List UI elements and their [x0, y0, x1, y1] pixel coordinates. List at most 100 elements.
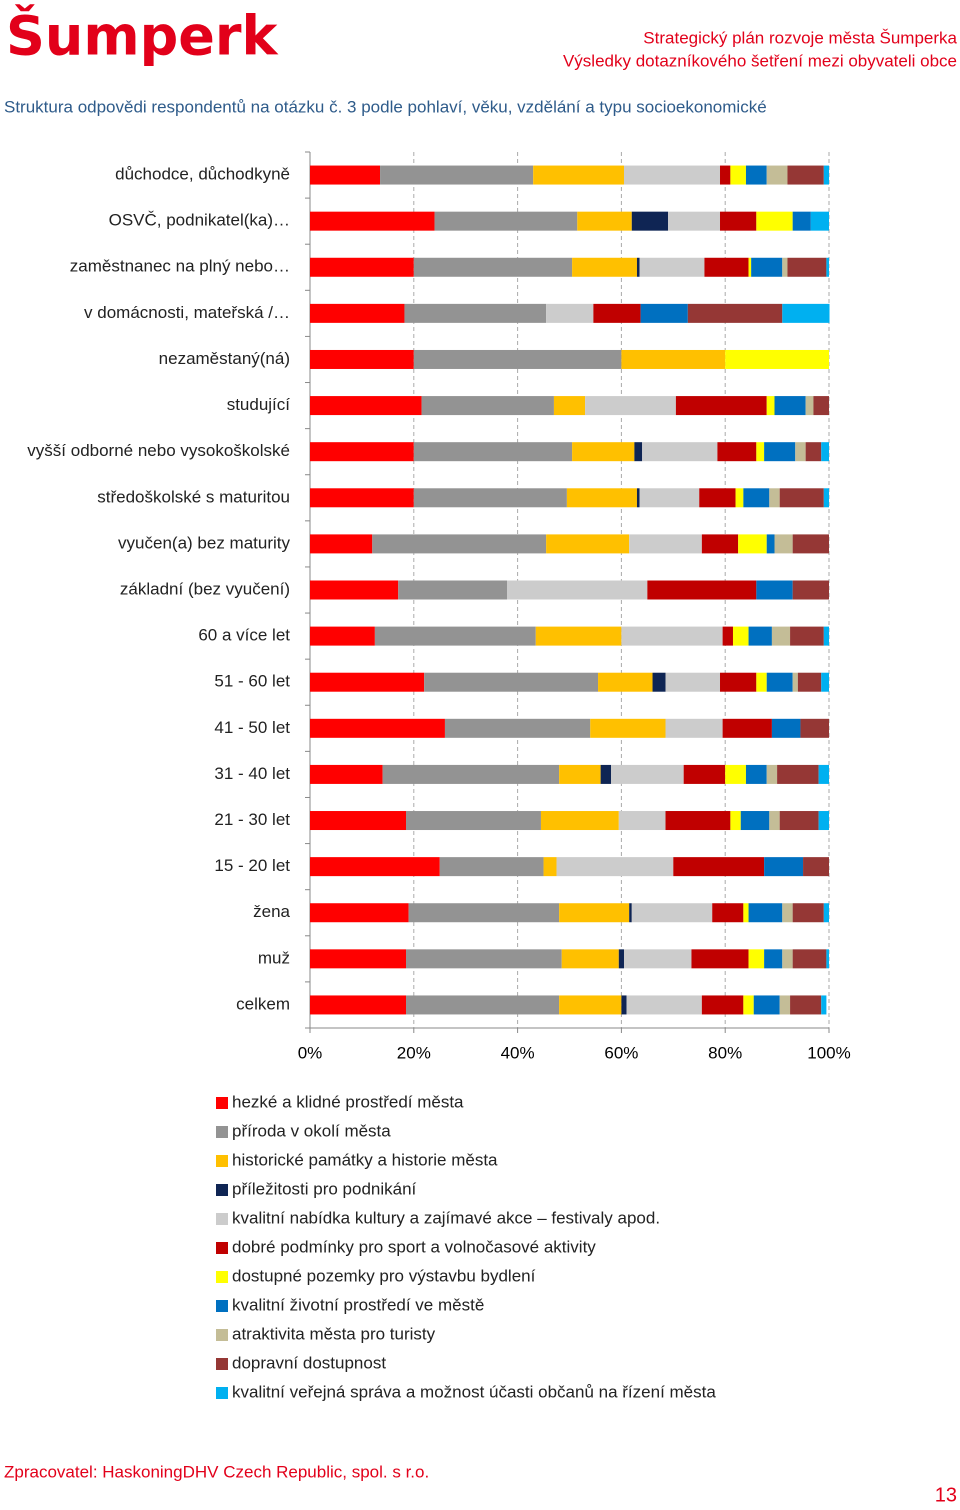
bar-segment — [797, 672, 822, 692]
bar-segment — [629, 534, 702, 554]
legend-label: kvalitní nabídka kultury a zajímavé akce… — [232, 1208, 660, 1227]
bar-segment — [665, 811, 731, 831]
bar-segment — [782, 303, 830, 323]
bar-segment — [720, 672, 757, 692]
bar-segment — [533, 165, 624, 185]
bar-segment — [748, 257, 752, 277]
bar-segment — [777, 764, 819, 784]
bar-segment — [639, 257, 705, 277]
subtitle: Struktura odpovědi respondentů na otázku… — [4, 97, 767, 116]
x-tick-label: 40% — [501, 1043, 535, 1062]
bar-segment — [374, 626, 536, 646]
legend-label: kvalitní veřejná správa a možnost účasti… — [232, 1382, 716, 1401]
bar-segment — [621, 626, 723, 646]
bar-segment — [310, 857, 440, 877]
x-tick-label: 60% — [604, 1043, 638, 1062]
bar-segment — [559, 903, 630, 923]
bar-segment — [769, 488, 780, 508]
bar-segment — [406, 995, 560, 1015]
bar-segment — [738, 534, 767, 554]
bar-segment — [818, 811, 829, 831]
bar-segment — [792, 903, 824, 923]
bar-segment — [823, 165, 829, 185]
bar-segment — [743, 995, 754, 1015]
bar-segment — [559, 995, 622, 1015]
bar-segment — [543, 857, 557, 877]
bar-segment — [769, 811, 780, 831]
legend-swatch — [216, 1329, 228, 1341]
bar-segment — [779, 488, 824, 508]
bar-segment — [566, 488, 637, 508]
legend-swatch — [216, 1155, 228, 1167]
bar-segment — [790, 626, 824, 646]
bar-segment — [310, 211, 435, 231]
bar-segment — [404, 303, 547, 323]
bar-segment — [540, 811, 619, 831]
bar-segment — [732, 626, 749, 646]
bar-segment — [310, 764, 383, 784]
bar-segment — [652, 672, 666, 692]
bar-segment — [413, 488, 567, 508]
bar-segment — [572, 442, 635, 462]
bar-segment — [725, 349, 829, 369]
bar-segment — [631, 211, 669, 231]
bar-segment — [687, 303, 783, 323]
bar-segment — [701, 995, 744, 1015]
bar-segment — [634, 442, 643, 462]
bar-segment — [771, 626, 791, 646]
bar-segment — [424, 672, 599, 692]
bar-segment — [585, 396, 676, 416]
bar-segment — [673, 857, 765, 877]
bar-segment — [546, 303, 594, 323]
bar-segment — [406, 949, 562, 969]
bar-segment — [701, 534, 739, 554]
footer-credit: Zpracovatel: HaskoningDHV Czech Republic… — [4, 1462, 429, 1481]
bar-segment — [751, 257, 783, 277]
y-tick-label: OSVČ, podnikatel(ka)… — [109, 211, 290, 230]
y-tick-label: zaměstnanec na plný nebo… — [70, 257, 290, 276]
bar-segment — [766, 672, 793, 692]
bar-segment — [740, 811, 770, 831]
legend-label: atraktivita města pro turisty — [232, 1324, 436, 1343]
legend-label: dopravní dostupnost — [232, 1353, 386, 1372]
bar-segment — [766, 534, 775, 554]
bar-segment — [413, 442, 573, 462]
bar-segment — [380, 165, 534, 185]
bar-segment — [626, 995, 702, 1015]
header-line: Výsledky dotazníkového šetření mezi obyv… — [563, 51, 957, 70]
legend-label: příležitosti pro podnikání — [232, 1179, 417, 1198]
bar-segment — [310, 442, 414, 462]
bar-segment — [408, 903, 560, 923]
bar-segment — [618, 811, 666, 831]
bar-segment — [406, 811, 541, 831]
bar-segment — [535, 626, 622, 646]
bar-segment — [561, 949, 619, 969]
y-tick-label: studující — [227, 395, 291, 414]
bar-segment — [818, 764, 829, 784]
bar-segment — [730, 811, 741, 831]
bar-segment — [310, 349, 414, 369]
y-tick-label: vyučen(a) bez maturity — [118, 533, 290, 552]
legend-swatch — [216, 1097, 228, 1109]
bar-segment — [507, 580, 648, 600]
legend-swatch — [216, 1387, 228, 1399]
y-tick-label: středoškolské s maturitou — [97, 487, 290, 506]
bar-segment — [792, 672, 798, 692]
bar-segment — [764, 949, 783, 969]
bar-segment — [618, 949, 624, 969]
bar-segment — [826, 949, 829, 969]
bar-segment — [683, 764, 726, 784]
bar-segment — [771, 718, 801, 738]
legend-swatch — [216, 1242, 228, 1254]
bar-segment — [310, 949, 407, 969]
bar-segment — [756, 580, 793, 600]
bar-segment — [774, 534, 793, 554]
bar-segment — [779, 811, 819, 831]
bar-segment — [792, 534, 829, 554]
bar-segment — [720, 165, 731, 185]
bar-segment — [766, 396, 775, 416]
bar-segment — [722, 718, 772, 738]
bar-segment — [647, 580, 757, 600]
bar-segment — [439, 857, 544, 877]
